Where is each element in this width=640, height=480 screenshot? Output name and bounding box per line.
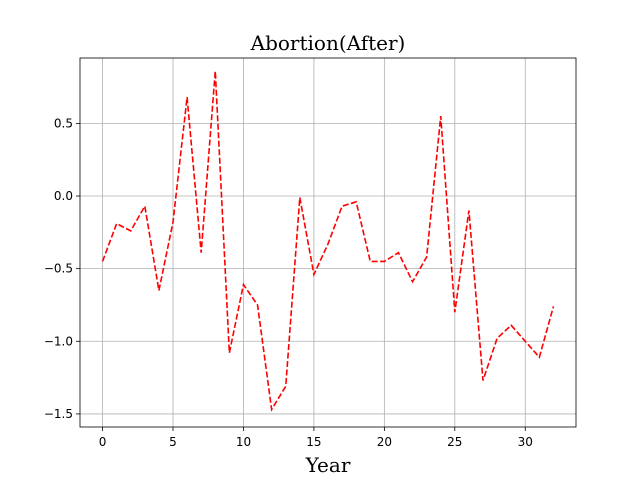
- y-tick-label: 0.0: [54, 189, 73, 203]
- series: [101, 71, 555, 412]
- plot-frame: [79, 57, 577, 428]
- grid: [80, 58, 576, 427]
- y-tick-label: 0.5: [54, 116, 73, 130]
- x-tick-label: 5: [169, 435, 177, 449]
- x-axis: 0 5 10 15 20 25 30: [99, 427, 533, 449]
- x-tick-label: 30: [518, 435, 533, 449]
- y-axis: −1.5 −1.0 −0.5 0.0 0.5: [44, 116, 80, 421]
- x-tick-label: 0: [99, 435, 107, 449]
- y-tick-label: −0.5: [44, 262, 73, 276]
- x-tick-label: 10: [236, 435, 251, 449]
- chart-title: Abortion(After): [250, 31, 406, 55]
- y-tick-label: −1.5: [44, 407, 73, 421]
- x-tick-label: 20: [377, 435, 392, 449]
- x-axis-label: Year: [305, 453, 351, 477]
- series-line: [101, 71, 555, 412]
- y-tick-label: −1.0: [44, 334, 73, 348]
- x-tick-label: 15: [306, 435, 321, 449]
- x-tick-label: 25: [447, 435, 462, 449]
